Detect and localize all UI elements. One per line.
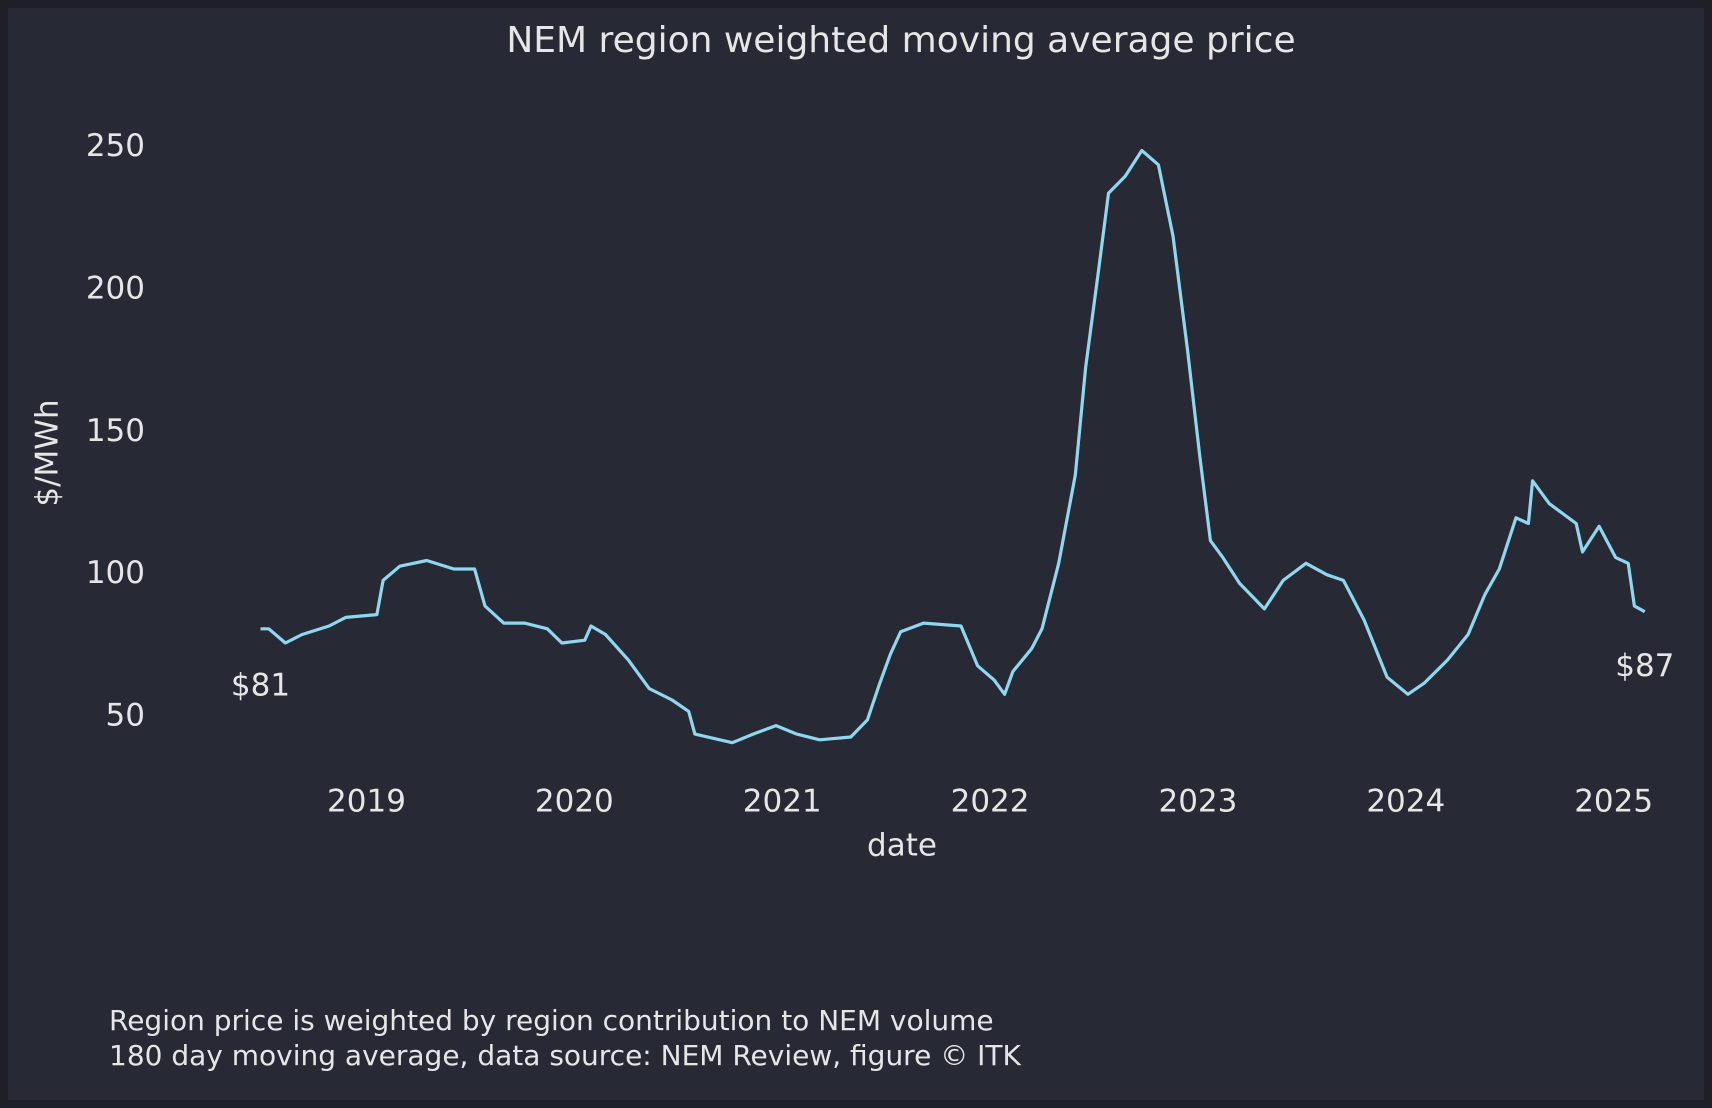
footnote: 180 day moving average, data source: NEM…	[109, 1039, 1021, 1072]
x-tick-label: 2024	[1366, 784, 1445, 820]
y-tick-label: 100	[86, 555, 145, 591]
x-tick-label: 2022	[951, 784, 1030, 820]
y-tick-label: 250	[86, 128, 145, 164]
y-tick-label: 50	[106, 698, 145, 734]
data-line	[260, 148, 1646, 745]
annotation: $81	[231, 667, 290, 703]
y-tick-label: 150	[86, 413, 145, 449]
x-tick-label: 2020	[535, 784, 614, 820]
x-tick-label: 2019	[327, 784, 406, 820]
x-tick-label: 2023	[1158, 784, 1237, 820]
y-axis-label: $/MWh	[30, 399, 66, 506]
footnote: Region price is weighted by region contr…	[109, 1004, 994, 1037]
y-tick-label: 200	[86, 271, 145, 307]
x-axis-label: date	[867, 828, 937, 864]
background	[8, 8, 1704, 1100]
x-tick-label: 2021	[743, 784, 822, 820]
x-tick-label: 2025	[1574, 784, 1653, 820]
chart-title: NEM region weighted moving average price	[506, 20, 1295, 61]
annotation: $87	[1615, 648, 1674, 684]
